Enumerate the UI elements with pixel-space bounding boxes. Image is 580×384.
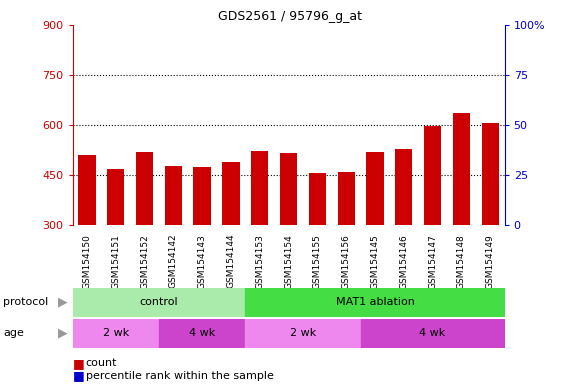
Bar xyxy=(159,319,245,348)
Bar xyxy=(194,167,211,225)
Bar xyxy=(245,288,505,317)
Bar xyxy=(107,169,124,225)
Text: GSM154154: GSM154154 xyxy=(284,234,293,289)
Bar xyxy=(72,288,245,317)
Text: GSM154149: GSM154149 xyxy=(485,234,495,289)
Text: GSM154142: GSM154142 xyxy=(169,234,178,288)
Text: GDS2561 / 95796_g_at: GDS2561 / 95796_g_at xyxy=(218,10,362,23)
Bar xyxy=(367,152,383,225)
Text: ■: ■ xyxy=(72,357,84,370)
Text: ▶: ▶ xyxy=(58,327,67,339)
Bar xyxy=(72,319,159,348)
Bar xyxy=(481,123,499,225)
Text: control: control xyxy=(140,297,178,308)
Text: percentile rank within the sample: percentile rank within the sample xyxy=(86,371,274,381)
Text: 2 wk: 2 wk xyxy=(103,328,129,338)
Bar xyxy=(251,151,269,225)
Bar xyxy=(424,126,441,225)
Text: 2 wk: 2 wk xyxy=(290,328,316,338)
Text: GSM154148: GSM154148 xyxy=(457,234,466,289)
Text: age: age xyxy=(3,328,24,338)
Text: GSM154155: GSM154155 xyxy=(313,234,322,289)
Bar xyxy=(222,162,240,225)
Bar xyxy=(338,172,355,225)
Text: GSM154146: GSM154146 xyxy=(399,234,408,289)
Bar xyxy=(309,173,326,225)
Bar xyxy=(361,319,505,348)
Text: 4 wk: 4 wk xyxy=(189,328,215,338)
Text: 4 wk: 4 wk xyxy=(419,328,445,338)
Text: ■: ■ xyxy=(72,369,84,382)
Bar xyxy=(280,153,297,225)
Bar xyxy=(453,113,470,225)
Text: ▶: ▶ xyxy=(58,296,67,309)
Text: GSM154144: GSM154144 xyxy=(226,234,235,288)
Text: GSM154147: GSM154147 xyxy=(428,234,437,289)
Text: GSM154150: GSM154150 xyxy=(82,234,92,289)
Text: GSM154153: GSM154153 xyxy=(255,234,264,289)
Bar xyxy=(245,319,361,348)
Text: protocol: protocol xyxy=(3,297,48,308)
Text: GSM154156: GSM154156 xyxy=(342,234,351,289)
Text: GSM154143: GSM154143 xyxy=(198,234,206,289)
Bar xyxy=(136,152,153,225)
Bar xyxy=(395,149,412,225)
Text: GSM154145: GSM154145 xyxy=(371,234,379,289)
Bar xyxy=(165,166,182,225)
Text: GSM154151: GSM154151 xyxy=(111,234,120,289)
Text: MAT1 ablation: MAT1 ablation xyxy=(336,297,414,308)
Text: count: count xyxy=(86,358,117,368)
Bar xyxy=(78,155,96,225)
Text: GSM154152: GSM154152 xyxy=(140,234,149,289)
